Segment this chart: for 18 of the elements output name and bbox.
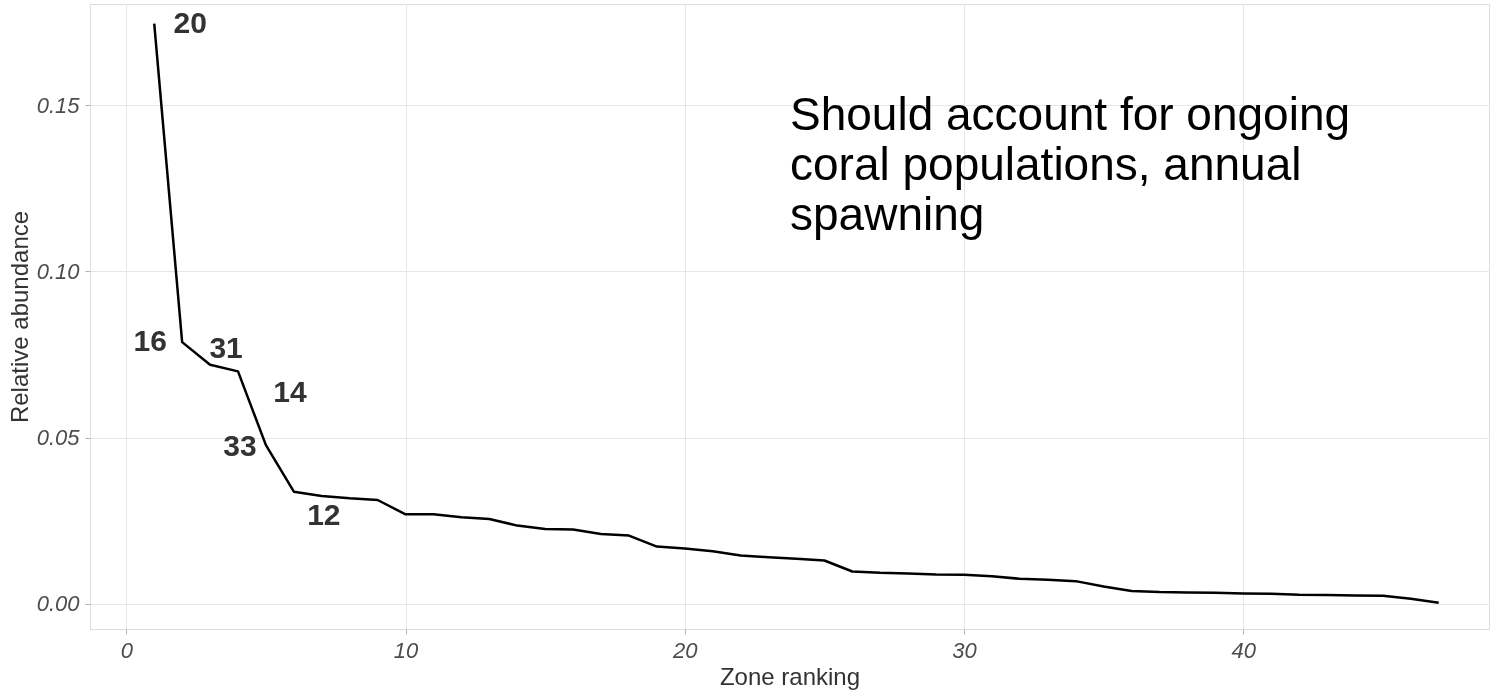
y-tick-label: 0.10 (36, 258, 81, 284)
annotation: Should account for ongoing coral populations, annual spawning (790, 88, 1351, 240)
x-tick-label: 40 (1231, 637, 1257, 663)
annotation: 14 (273, 375, 307, 409)
y-tick-label: 0.00 (36, 591, 81, 617)
annotation: 16 (133, 324, 167, 358)
y-axis-title: Relative abundance (5, 210, 33, 424)
annotation: 12 (307, 497, 341, 531)
x-axis-title: Zone ranking (719, 662, 861, 690)
y-tick-label: 0.05 (36, 425, 81, 451)
annotation: 20 (173, 5, 207, 39)
annotation: 31 (209, 330, 243, 364)
x-tick-label: 30 (952, 637, 978, 663)
x-tick-label: 20 (672, 637, 699, 663)
y-tick-label: 0.15 (36, 92, 81, 118)
x-tick-label: 0 (120, 637, 134, 663)
x-tick-label: 10 (393, 637, 420, 663)
annotation: 33 (223, 429, 257, 463)
